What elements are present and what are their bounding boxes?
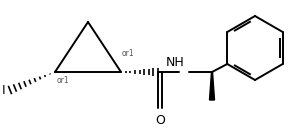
Text: I: I: [1, 84, 5, 96]
Text: O: O: [155, 114, 165, 127]
Text: NH: NH: [166, 55, 184, 69]
Text: or1: or1: [122, 49, 135, 58]
Text: or1: or1: [57, 76, 69, 85]
Polygon shape: [209, 72, 215, 100]
